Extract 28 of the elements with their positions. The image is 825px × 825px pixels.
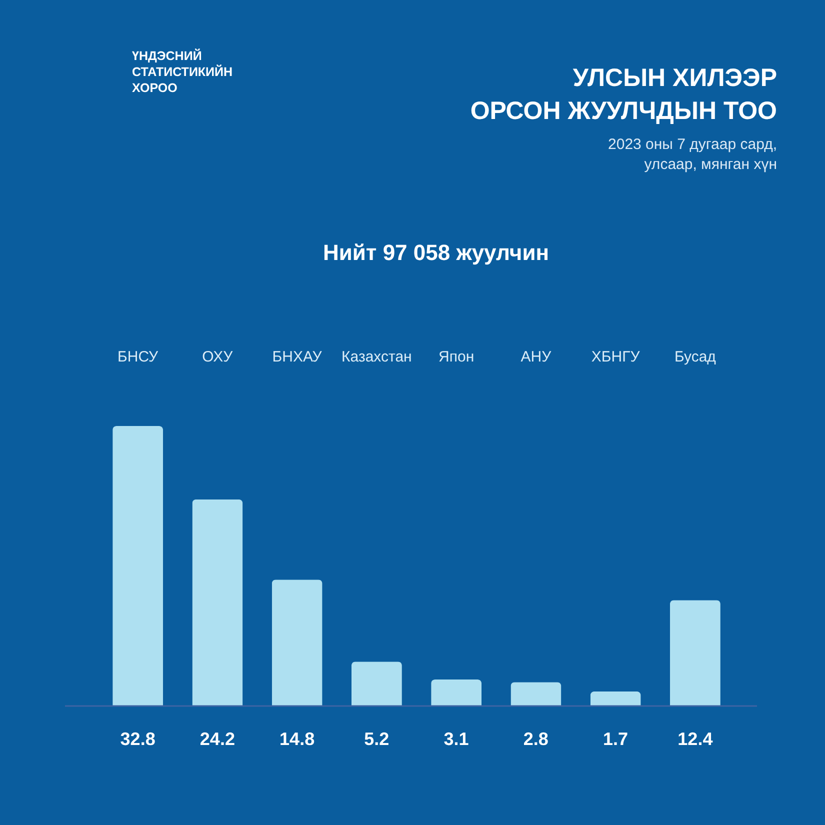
bar — [510, 682, 562, 706]
bar — [192, 499, 243, 706]
text: ҮНДЭСНИЙ СТАТИСТИКИЙН ХОРОО — [132, 48, 233, 95]
data-label: 3.1 — [444, 729, 469, 749]
data-label: 5.2 — [364, 729, 390, 749]
data-label: 12.4 — [678, 729, 713, 749]
x-tick-label: БНХАУ — [272, 348, 322, 366]
bar — [272, 580, 322, 706]
x-tick-label: ХБНГУ — [591, 348, 640, 366]
bar — [670, 600, 720, 706]
bar — [431, 680, 482, 706]
x-tick-label: Казахстан — [342, 348, 412, 366]
x-tick-label: ОХУ — [202, 348, 234, 366]
text: Нийт 97 058 жуулчин — [322, 240, 550, 265]
x-tick-label: Бусад — [674, 348, 716, 366]
x-tick-label: БНСУ — [118, 348, 159, 366]
data-label: 2.8 — [523, 729, 548, 749]
x-tick-label: Япон — [438, 348, 474, 366]
data-label: 32.8 — [120, 729, 156, 749]
bar — [590, 691, 641, 706]
data-label: 14.8 — [280, 729, 315, 749]
chart-title: УЛСЫН ХИЛЭЭР ОРСОН ЖУУЛЧДЫН ТОО — [470, 64, 777, 125]
bar — [112, 426, 164, 706]
chart-subtitle: 2023 оны 7 дугаар сард, улсаар, мянган хүн — [608, 136, 777, 173]
data-label: 24.2 — [200, 729, 235, 749]
x-tick-label: АНУ — [520, 348, 552, 366]
bar — [351, 662, 402, 706]
data-label: 1.7 — [603, 729, 628, 749]
